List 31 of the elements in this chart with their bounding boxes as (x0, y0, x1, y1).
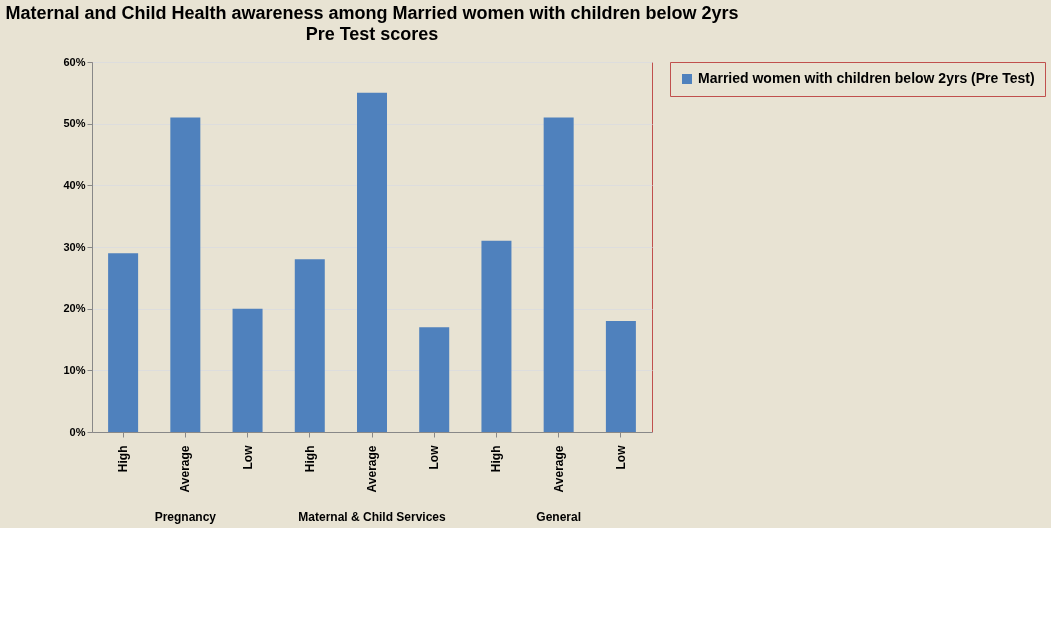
x-tick-label: Average (551, 445, 566, 493)
chart-title: Maternal and Child Health awareness among Married women with children below 2yrs (5, 3, 739, 23)
text: Pregnancy (154, 510, 217, 524)
y-tick-label: 0% (69, 425, 86, 438)
y-tick-label: 40% (63, 178, 86, 191)
x-tick-label: Low (613, 444, 628, 470)
x-tick-label: High (489, 445, 504, 473)
bar (419, 327, 450, 432)
y-tick-label: 10% (63, 363, 86, 376)
bar (170, 117, 201, 432)
bar (481, 240, 512, 432)
bar (357, 92, 387, 432)
x-tick-label: High (116, 445, 131, 473)
x-tick-label: Low (427, 444, 442, 470)
x-tick-label: High (302, 445, 317, 473)
bar (294, 259, 325, 432)
x-tick-label: Low (240, 444, 255, 470)
text: Maternal & Child Services (298, 510, 447, 524)
legend-label: Married women with children below 2yrs (Pre Test) (698, 70, 1035, 86)
y-tick-label: 30% (63, 240, 86, 253)
bar (543, 117, 574, 432)
bar (605, 321, 636, 432)
y-tick-label: 60% (63, 55, 86, 68)
y-tick-label: 50% (63, 117, 86, 130)
y-tick-label: 20% (63, 302, 86, 315)
text: General (536, 510, 582, 524)
x-tick-label: Average (178, 445, 193, 493)
bar (232, 308, 263, 432)
x-tick-label: Average (365, 445, 379, 493)
chart-subtitle: Pre Test scores (305, 24, 439, 44)
bar (108, 253, 139, 432)
